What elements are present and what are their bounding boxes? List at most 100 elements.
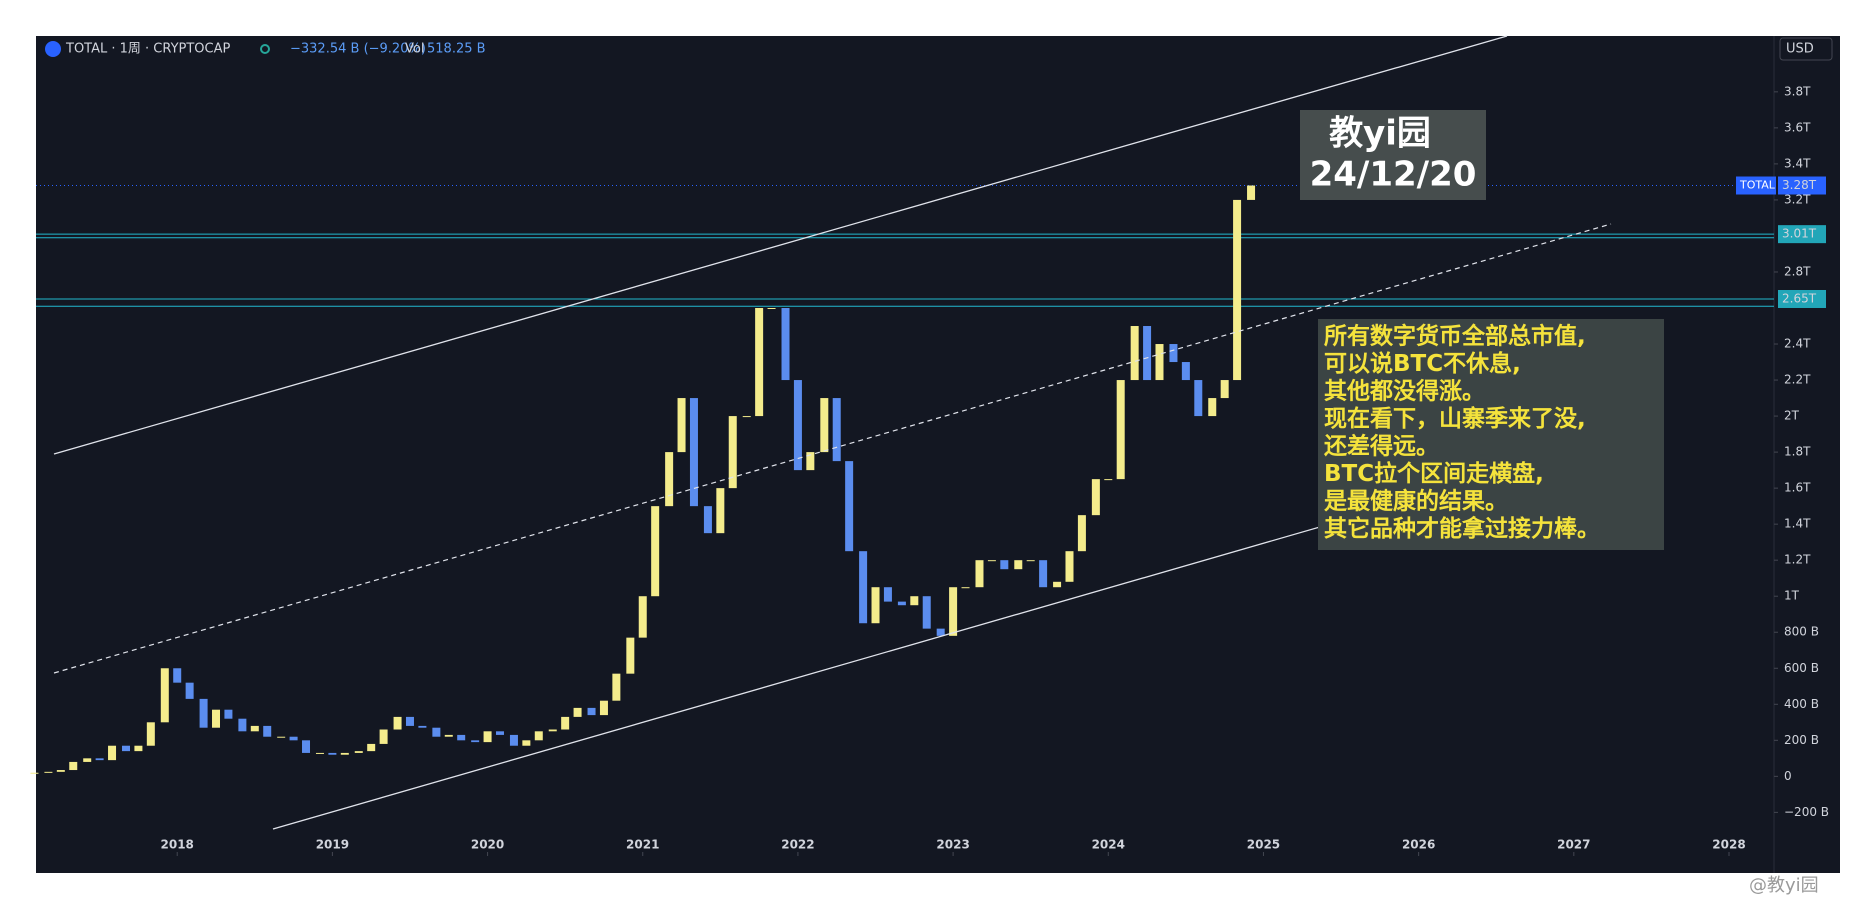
y-tick-label: 2.4T xyxy=(1784,337,1811,351)
x-tick-label: 2021 xyxy=(626,838,659,852)
candle xyxy=(897,601,906,606)
y-tick-label: 1.8T xyxy=(1784,445,1811,459)
candle xyxy=(302,740,311,753)
candle xyxy=(755,308,764,417)
candle xyxy=(315,752,324,754)
candle xyxy=(30,772,39,774)
candle xyxy=(277,736,286,738)
candle xyxy=(354,751,363,753)
candle xyxy=(340,752,349,755)
vol-label: Vol xyxy=(405,42,424,57)
price-label: 3.01T xyxy=(1782,227,1817,241)
candle xyxy=(224,709,233,719)
candle xyxy=(134,745,143,752)
x-tick-label: 2027 xyxy=(1557,838,1590,852)
candle xyxy=(677,398,686,453)
candle xyxy=(1155,344,1164,381)
candle xyxy=(910,596,919,606)
candle xyxy=(405,716,414,726)
candle xyxy=(122,745,131,752)
candle xyxy=(1014,560,1023,570)
candle xyxy=(793,380,802,471)
current-name: TOTAL xyxy=(1739,179,1776,192)
y-tick-label: 1T xyxy=(1784,589,1800,603)
candle xyxy=(432,727,441,737)
y-tick-label: 800 B xyxy=(1784,625,1819,639)
stamp-date: 24/12/20 xyxy=(1310,155,1477,195)
currency-box[interactable] xyxy=(1779,37,1833,61)
note-line: 还差得远。 xyxy=(1324,433,1439,460)
x-tick-label: 2024 xyxy=(1092,838,1125,852)
x-tick-label: 2019 xyxy=(316,838,349,852)
candle xyxy=(173,668,182,683)
candle xyxy=(1220,380,1229,399)
candle xyxy=(1065,551,1074,582)
candle xyxy=(146,722,155,746)
y-tick-label: 1.2T xyxy=(1784,553,1811,567)
candle xyxy=(922,596,931,629)
note-line: 是最健康的结果。 xyxy=(1324,488,1508,515)
candle xyxy=(859,551,868,624)
note-line: 所有数字货币全部总市值, xyxy=(1324,323,1586,350)
candle xyxy=(160,668,169,723)
note-line: BTC拉个区间走横盘, xyxy=(1324,460,1544,487)
candle xyxy=(961,587,970,589)
candle xyxy=(599,700,608,716)
candle xyxy=(495,731,504,735)
status-dot xyxy=(260,44,270,54)
y-tick-label: 3.8T xyxy=(1784,84,1811,98)
candle xyxy=(289,736,298,741)
x-tick-label: 2023 xyxy=(936,838,969,852)
y-tick-label: 400 B xyxy=(1784,697,1819,711)
candle xyxy=(832,398,841,462)
candle xyxy=(573,707,582,717)
y-tick-label: 3.6T xyxy=(1784,120,1811,134)
candle xyxy=(534,731,543,741)
candle xyxy=(367,743,376,752)
candle xyxy=(561,716,570,730)
y-tick-label: −200 B xyxy=(1784,805,1829,819)
candle xyxy=(626,637,635,674)
y-tick-label: 3.2T xyxy=(1784,192,1811,206)
note-line: 现在看下，山寨季来了没, xyxy=(1324,405,1586,432)
price-label-box xyxy=(1778,225,1826,244)
candle xyxy=(212,709,221,728)
candle xyxy=(199,698,208,728)
candle xyxy=(587,707,596,716)
candle xyxy=(716,488,725,534)
candle xyxy=(1116,380,1125,480)
candle xyxy=(1053,581,1062,588)
candle xyxy=(767,308,776,309)
candle xyxy=(44,771,53,773)
symbol-logo xyxy=(45,41,61,57)
symbol: TOTAL · 1周 · CRYPTOCAP xyxy=(65,42,231,57)
candle xyxy=(379,729,388,744)
candle xyxy=(1104,479,1113,481)
y-tick-label: 0 xyxy=(1784,769,1792,783)
candle xyxy=(444,734,453,737)
candle xyxy=(108,745,117,761)
candle xyxy=(471,740,480,743)
currency[interactable]: USD xyxy=(1786,42,1814,57)
candle xyxy=(509,734,518,746)
candle xyxy=(742,416,751,418)
y-tick-label: 600 B xyxy=(1784,661,1819,675)
channel-middle xyxy=(53,223,1612,674)
candle xyxy=(56,770,65,772)
candle xyxy=(1194,380,1203,417)
candle xyxy=(69,761,78,771)
x-tick-label: 2020 xyxy=(471,838,504,852)
watermark: @教yi园 xyxy=(1749,875,1819,896)
candle xyxy=(548,729,557,732)
candle xyxy=(820,398,829,453)
candle xyxy=(845,461,854,552)
y-tick-label: 1.4T xyxy=(1784,517,1811,531)
candle xyxy=(936,628,945,636)
candle xyxy=(703,506,712,534)
candle xyxy=(883,587,892,602)
candle xyxy=(638,596,647,638)
candle xyxy=(1039,560,1048,588)
candle xyxy=(987,560,996,562)
candle xyxy=(728,416,737,489)
x-tick-label: 2022 xyxy=(781,838,814,852)
